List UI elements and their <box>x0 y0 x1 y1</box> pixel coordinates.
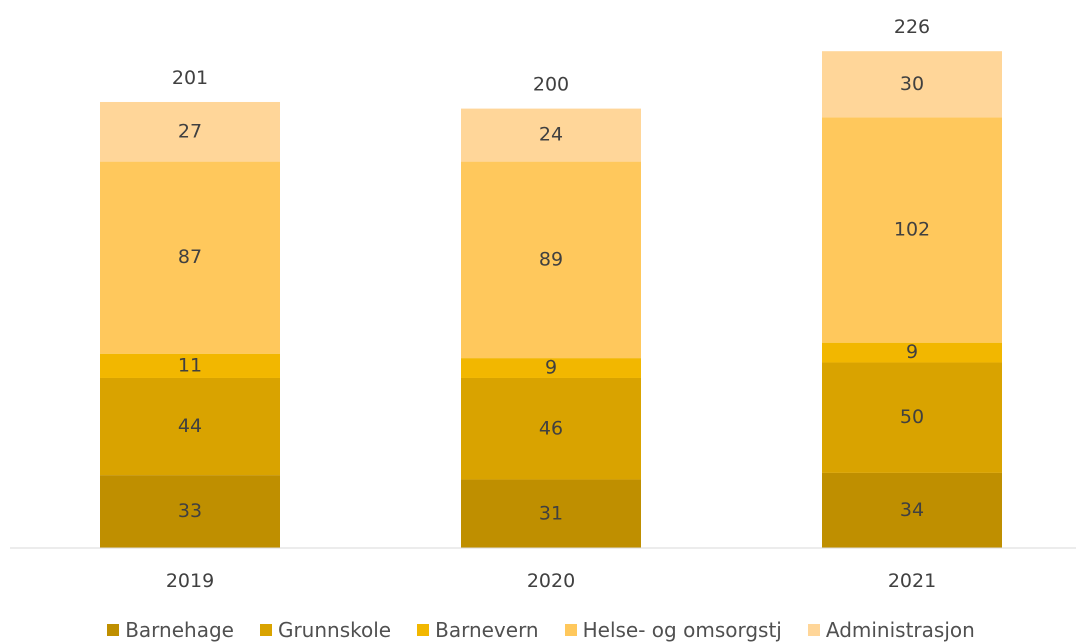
legend-swatch <box>417 624 430 636</box>
x-tick-label: 2021 <box>888 570 936 592</box>
bar-segment-helse-og-omsorgstj-2021 <box>822 117 1002 343</box>
bar-segment-barnevern-2021 <box>822 342 1002 363</box>
bar-segment-helse-og-omsorgstj-2020 <box>461 161 641 359</box>
bar-segment-administrasjon-2019 <box>100 101 280 162</box>
bar-segment-helse-og-omsorgstj-2019 <box>100 161 280 354</box>
total-label: 226 <box>894 16 930 38</box>
data-label: 24 <box>539 124 563 146</box>
data-label: 44 <box>178 415 202 437</box>
total-label: 201 <box>172 67 208 89</box>
legend-item: Grunnskole <box>259 618 392 642</box>
legend-label: Grunnskole <box>277 618 392 642</box>
legend-item: Barnevern <box>417 618 539 642</box>
legend-item: Helse- og omsorgstj <box>564 618 782 642</box>
bar-segment-barnevern-2020 <box>461 358 641 378</box>
bars-layer <box>100 51 1002 548</box>
bar-segment-grunnskole-2020 <box>461 377 641 480</box>
data-label: 31 <box>539 502 563 524</box>
legend-swatch <box>107 624 120 636</box>
bar-segment-grunnskole-2019 <box>100 377 280 476</box>
data-label: 102 <box>894 219 930 241</box>
legend-swatch <box>807 624 820 636</box>
legend-label: Helse- og omsorgstj <box>582 618 782 642</box>
legend-item: Barnehage <box>107 618 234 642</box>
labels-layer: 33 44 11 87 27 201 2019 31 46 9 89 24 200 2020 34 50 9 10… <box>166 16 936 592</box>
bar-segment-administrasjon-2021 <box>822 51 1002 118</box>
data-label: 27 <box>178 120 202 142</box>
x-tick-label: 2020 <box>527 570 575 592</box>
data-label: 87 <box>178 246 202 268</box>
data-label: 89 <box>539 248 563 270</box>
data-label: 34 <box>900 499 924 521</box>
data-label: 50 <box>900 406 924 428</box>
total-label: 200 <box>533 74 569 96</box>
bar-segment-barnehage-2019 <box>100 475 280 548</box>
data-label: 9 <box>906 341 918 363</box>
legend-swatch <box>564 624 577 636</box>
data-label: 30 <box>900 73 924 95</box>
legend-label: Barnehage <box>125 618 234 642</box>
legend-label: Barnevern <box>435 618 539 642</box>
legend-label: Administrasjon <box>825 618 975 642</box>
bar-segment-grunnskole-2021 <box>822 362 1002 473</box>
legend-swatch <box>259 624 272 636</box>
legend-item: Administrasjon <box>807 618 975 642</box>
data-label: 9 <box>545 357 557 379</box>
legend: Barnehage Grunnskole Barnevern Helse- og om… <box>0 618 1082 642</box>
data-label: 33 <box>178 500 202 522</box>
x-tick-label: 2019 <box>166 570 214 592</box>
data-label: 11 <box>178 354 202 376</box>
bar-segment-barnevern-2019 <box>100 353 280 378</box>
data-label: 46 <box>539 417 563 439</box>
bar-segment-barnehage-2021 <box>822 472 1002 548</box>
bar-segment-barnehage-2020 <box>461 479 641 548</box>
bar-segment-administrasjon-2020 <box>461 108 641 162</box>
